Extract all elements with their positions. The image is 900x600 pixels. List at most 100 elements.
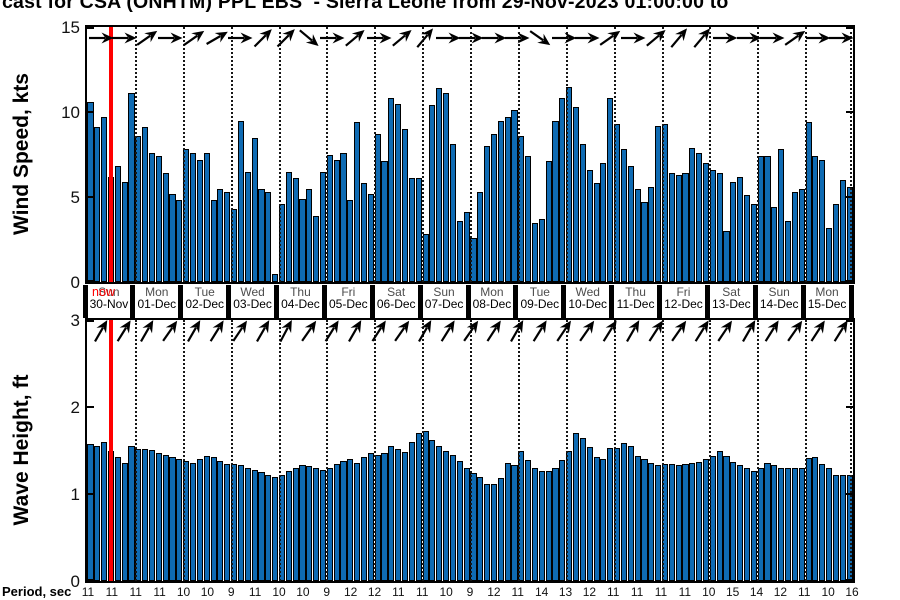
wave-bar xyxy=(94,446,101,581)
wind-direction-arrow xyxy=(736,30,762,46)
wave-direction-arrow xyxy=(366,320,392,342)
wind-bar xyxy=(449,144,456,282)
wave-y-tick-label: 2 xyxy=(70,398,80,417)
wave-bar xyxy=(402,452,409,581)
wind-bar xyxy=(155,156,162,282)
wind-direction-arrow xyxy=(481,30,507,46)
day-date: 14-Dec xyxy=(759,296,799,311)
wave-bar xyxy=(689,462,696,581)
wind-y-tick-label: 10 xyxy=(61,103,80,122)
wave-direction-arrow xyxy=(504,320,530,342)
wind-bar xyxy=(313,215,320,282)
y-tick-mark xyxy=(846,27,853,29)
wind-bar xyxy=(716,173,723,282)
wave-direction-arrow xyxy=(527,320,553,342)
wave-bar xyxy=(620,442,627,581)
day-name: Wed xyxy=(575,285,600,299)
wind-bar xyxy=(477,191,484,282)
wave-bar xyxy=(121,462,128,581)
wave-bar xyxy=(839,474,846,581)
wind-bar xyxy=(224,191,231,282)
wave-bar xyxy=(730,461,737,581)
wind-bar xyxy=(456,220,463,282)
wind-direction-arrow xyxy=(134,30,160,46)
wind-direction-arrow xyxy=(712,30,738,46)
wind-direction-arrow xyxy=(435,30,461,46)
wave-bar xyxy=(251,469,258,581)
day-label: Thu 11-Dec xyxy=(612,286,660,310)
wind-direction-arrow xyxy=(597,30,623,46)
wave-bar xyxy=(607,447,614,581)
wind-bar xyxy=(251,137,258,282)
wave-direction-arrow xyxy=(597,320,623,342)
wave-bar xyxy=(313,467,320,581)
wave-bar xyxy=(456,460,463,581)
wind-bar xyxy=(579,144,586,282)
wind-bar xyxy=(162,173,169,282)
wind-bar xyxy=(627,166,634,282)
wind-direction-arrow xyxy=(551,30,577,46)
day-label: Sat 06-Dec xyxy=(372,286,420,310)
wind-bar xyxy=(340,152,347,282)
wind-bar xyxy=(593,183,600,282)
wind-bar xyxy=(607,98,614,282)
wave-direction-arrow xyxy=(227,320,253,342)
wind-bar xyxy=(675,174,682,282)
period-value: 10 xyxy=(702,585,716,599)
wave-bar xyxy=(272,476,279,581)
wave-bar xyxy=(388,446,395,581)
day-label: Thu 04-Dec xyxy=(277,286,325,310)
wind-direction-arrow xyxy=(782,30,808,46)
now-line xyxy=(109,320,113,581)
wave-bar xyxy=(148,449,156,581)
wave-bar xyxy=(333,463,340,581)
wind-direction-arrow xyxy=(759,30,785,46)
wave-bar xyxy=(819,463,826,581)
wind-y-tick-label: 0 xyxy=(70,273,80,292)
wave-bar xyxy=(210,457,217,581)
wind-bar xyxy=(258,188,265,282)
wind-bar xyxy=(723,231,730,282)
day-label: Tue 09-Dec xyxy=(516,286,564,310)
wind-y-axis-title: Wind Speed, kts xyxy=(10,73,33,236)
wave-bar xyxy=(586,447,593,581)
wind-bar xyxy=(832,203,839,282)
day-gridline xyxy=(850,320,852,581)
wave-bar xyxy=(627,446,634,581)
day-gridline xyxy=(517,27,520,282)
wind-bar xyxy=(812,156,819,282)
y-tick-mark xyxy=(846,196,853,198)
wave-direction-arrow xyxy=(181,320,207,342)
wave-bar xyxy=(743,467,751,581)
wave-bar xyxy=(265,474,272,581)
wave-bar xyxy=(504,462,511,581)
period-value: 11 xyxy=(81,585,95,599)
day-gridline xyxy=(230,320,233,581)
day-date: 01-Dec xyxy=(137,296,177,311)
day-date: 15-Dec xyxy=(807,296,847,311)
period-value: 10 xyxy=(439,585,453,599)
wave-bar xyxy=(737,465,744,581)
day-gridline xyxy=(326,27,329,282)
wind-bar xyxy=(319,171,327,282)
wind-bar xyxy=(429,105,436,282)
period-value: 11 xyxy=(416,585,429,599)
wave-bar xyxy=(128,446,135,581)
period-value: 10 xyxy=(272,585,286,599)
wave-bar xyxy=(785,467,792,581)
wave-bar xyxy=(545,470,552,581)
day-divider xyxy=(321,285,327,318)
period-value: 11 xyxy=(511,585,524,599)
wave-direction-arrow xyxy=(458,320,484,342)
wave-y-tick-label: 3 xyxy=(70,311,80,330)
period-value: 12 xyxy=(582,585,597,599)
day-label: Fri 12-Dec xyxy=(660,286,708,310)
wave-bar xyxy=(354,462,361,581)
day-date: 07-Dec xyxy=(424,296,464,311)
wave-bar xyxy=(764,462,771,581)
wave-bar xyxy=(826,467,833,581)
day-gridline xyxy=(422,320,425,581)
wind-bar xyxy=(771,207,778,282)
day-divider xyxy=(226,285,232,318)
